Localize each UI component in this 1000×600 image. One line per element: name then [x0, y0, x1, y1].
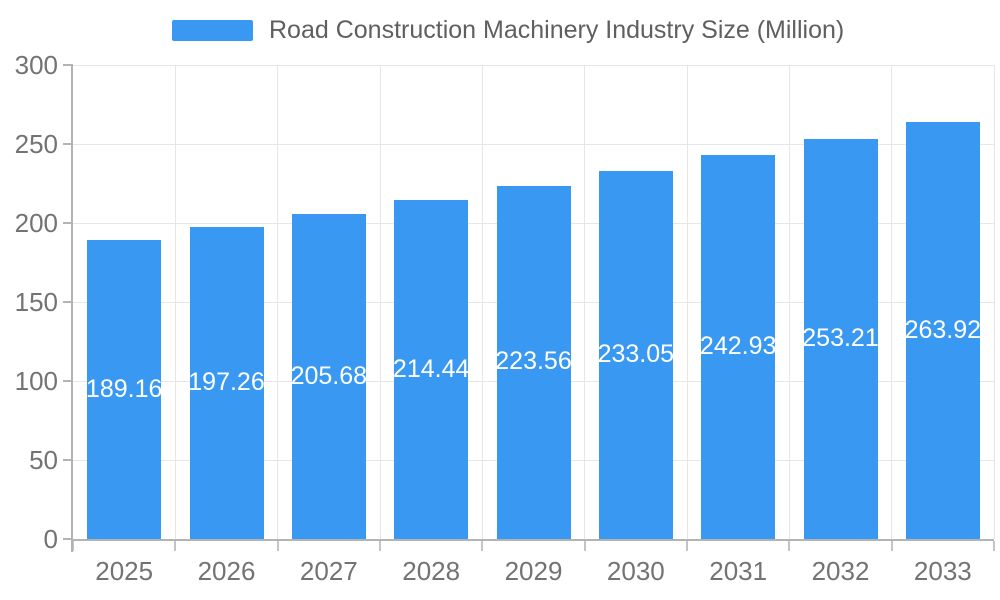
legend[interactable]: Road Construction Machinery Industry Siz…: [172, 16, 844, 45]
x-axis-tick-label: 2027: [299, 556, 358, 586]
x-axis-tick-label: 2031: [709, 556, 768, 586]
legend-swatch-icon[interactable]: [172, 20, 253, 41]
bar[interactable]: [394, 200, 469, 539]
gridline-vertical: [277, 65, 279, 539]
y-axis-tick-label: 250: [14, 129, 58, 159]
y-axis-tick: [63, 301, 73, 303]
gridline-vertical: [686, 65, 688, 539]
x-axis-tick: [993, 541, 995, 551]
x-axis-tick: [379, 541, 381, 551]
x-axis-tick: [788, 541, 791, 551]
y-axis-line: [71, 65, 73, 552]
bar[interactable]: [598, 170, 673, 539]
gridline-vertical: [379, 65, 381, 539]
gridline-vertical: [481, 65, 483, 539]
bar[interactable]: [905, 122, 980, 539]
x-axis-tick-label: 2026: [197, 556, 256, 586]
gridline-horizontal: [73, 64, 994, 66]
x-axis-tick-label: 2025: [95, 556, 154, 586]
y-axis-tick: [63, 380, 73, 382]
x-axis-line: [73, 539, 994, 541]
x-axis-tick-label: 2028: [402, 556, 461, 586]
y-axis-tick-label: 100: [14, 366, 58, 396]
x-axis-tick-label: 2032: [811, 556, 870, 586]
bar[interactable]: [189, 227, 264, 539]
y-axis-tick: [63, 143, 73, 145]
gridline-vertical: [993, 65, 995, 539]
x-axis-tick: [686, 541, 688, 551]
gridline-vertical: [891, 65, 893, 539]
bar[interactable]: [291, 214, 366, 539]
x-axis-tick: [890, 541, 893, 551]
y-axis-tick: [63, 538, 73, 540]
x-axis-tick-label: 2033: [913, 556, 972, 586]
legend-label[interactable]: Road Construction Machinery Industry Siz…: [269, 16, 845, 44]
bar[interactable]: [87, 240, 162, 539]
x-axis-tick: [72, 541, 74, 551]
y-axis-tick-label: 200: [14, 208, 58, 238]
bar[interactable]: [803, 138, 878, 539]
x-axis-tick: [174, 541, 177, 551]
y-axis-tick-label: 50: [29, 445, 58, 475]
x-axis-tick: [583, 541, 586, 551]
bar[interactable]: [496, 185, 571, 539]
gridline-vertical: [788, 65, 790, 539]
x-axis-tick-label: 2030: [606, 556, 665, 586]
y-axis-tick-label: 150: [14, 287, 58, 317]
gridline-vertical: [584, 65, 586, 539]
bar[interactable]: [701, 155, 776, 539]
y-axis-tick-label: 300: [14, 50, 58, 80]
y-axis-tick: [63, 222, 73, 224]
y-axis-tick: [63, 64, 73, 66]
x-axis-tick-label: 2029: [504, 556, 563, 586]
gridline-vertical: [174, 65, 176, 539]
x-axis-tick: [276, 541, 279, 551]
x-axis-tick: [481, 541, 484, 551]
y-axis-tick: [63, 459, 73, 461]
y-axis-tick-label: 0: [43, 524, 58, 554]
